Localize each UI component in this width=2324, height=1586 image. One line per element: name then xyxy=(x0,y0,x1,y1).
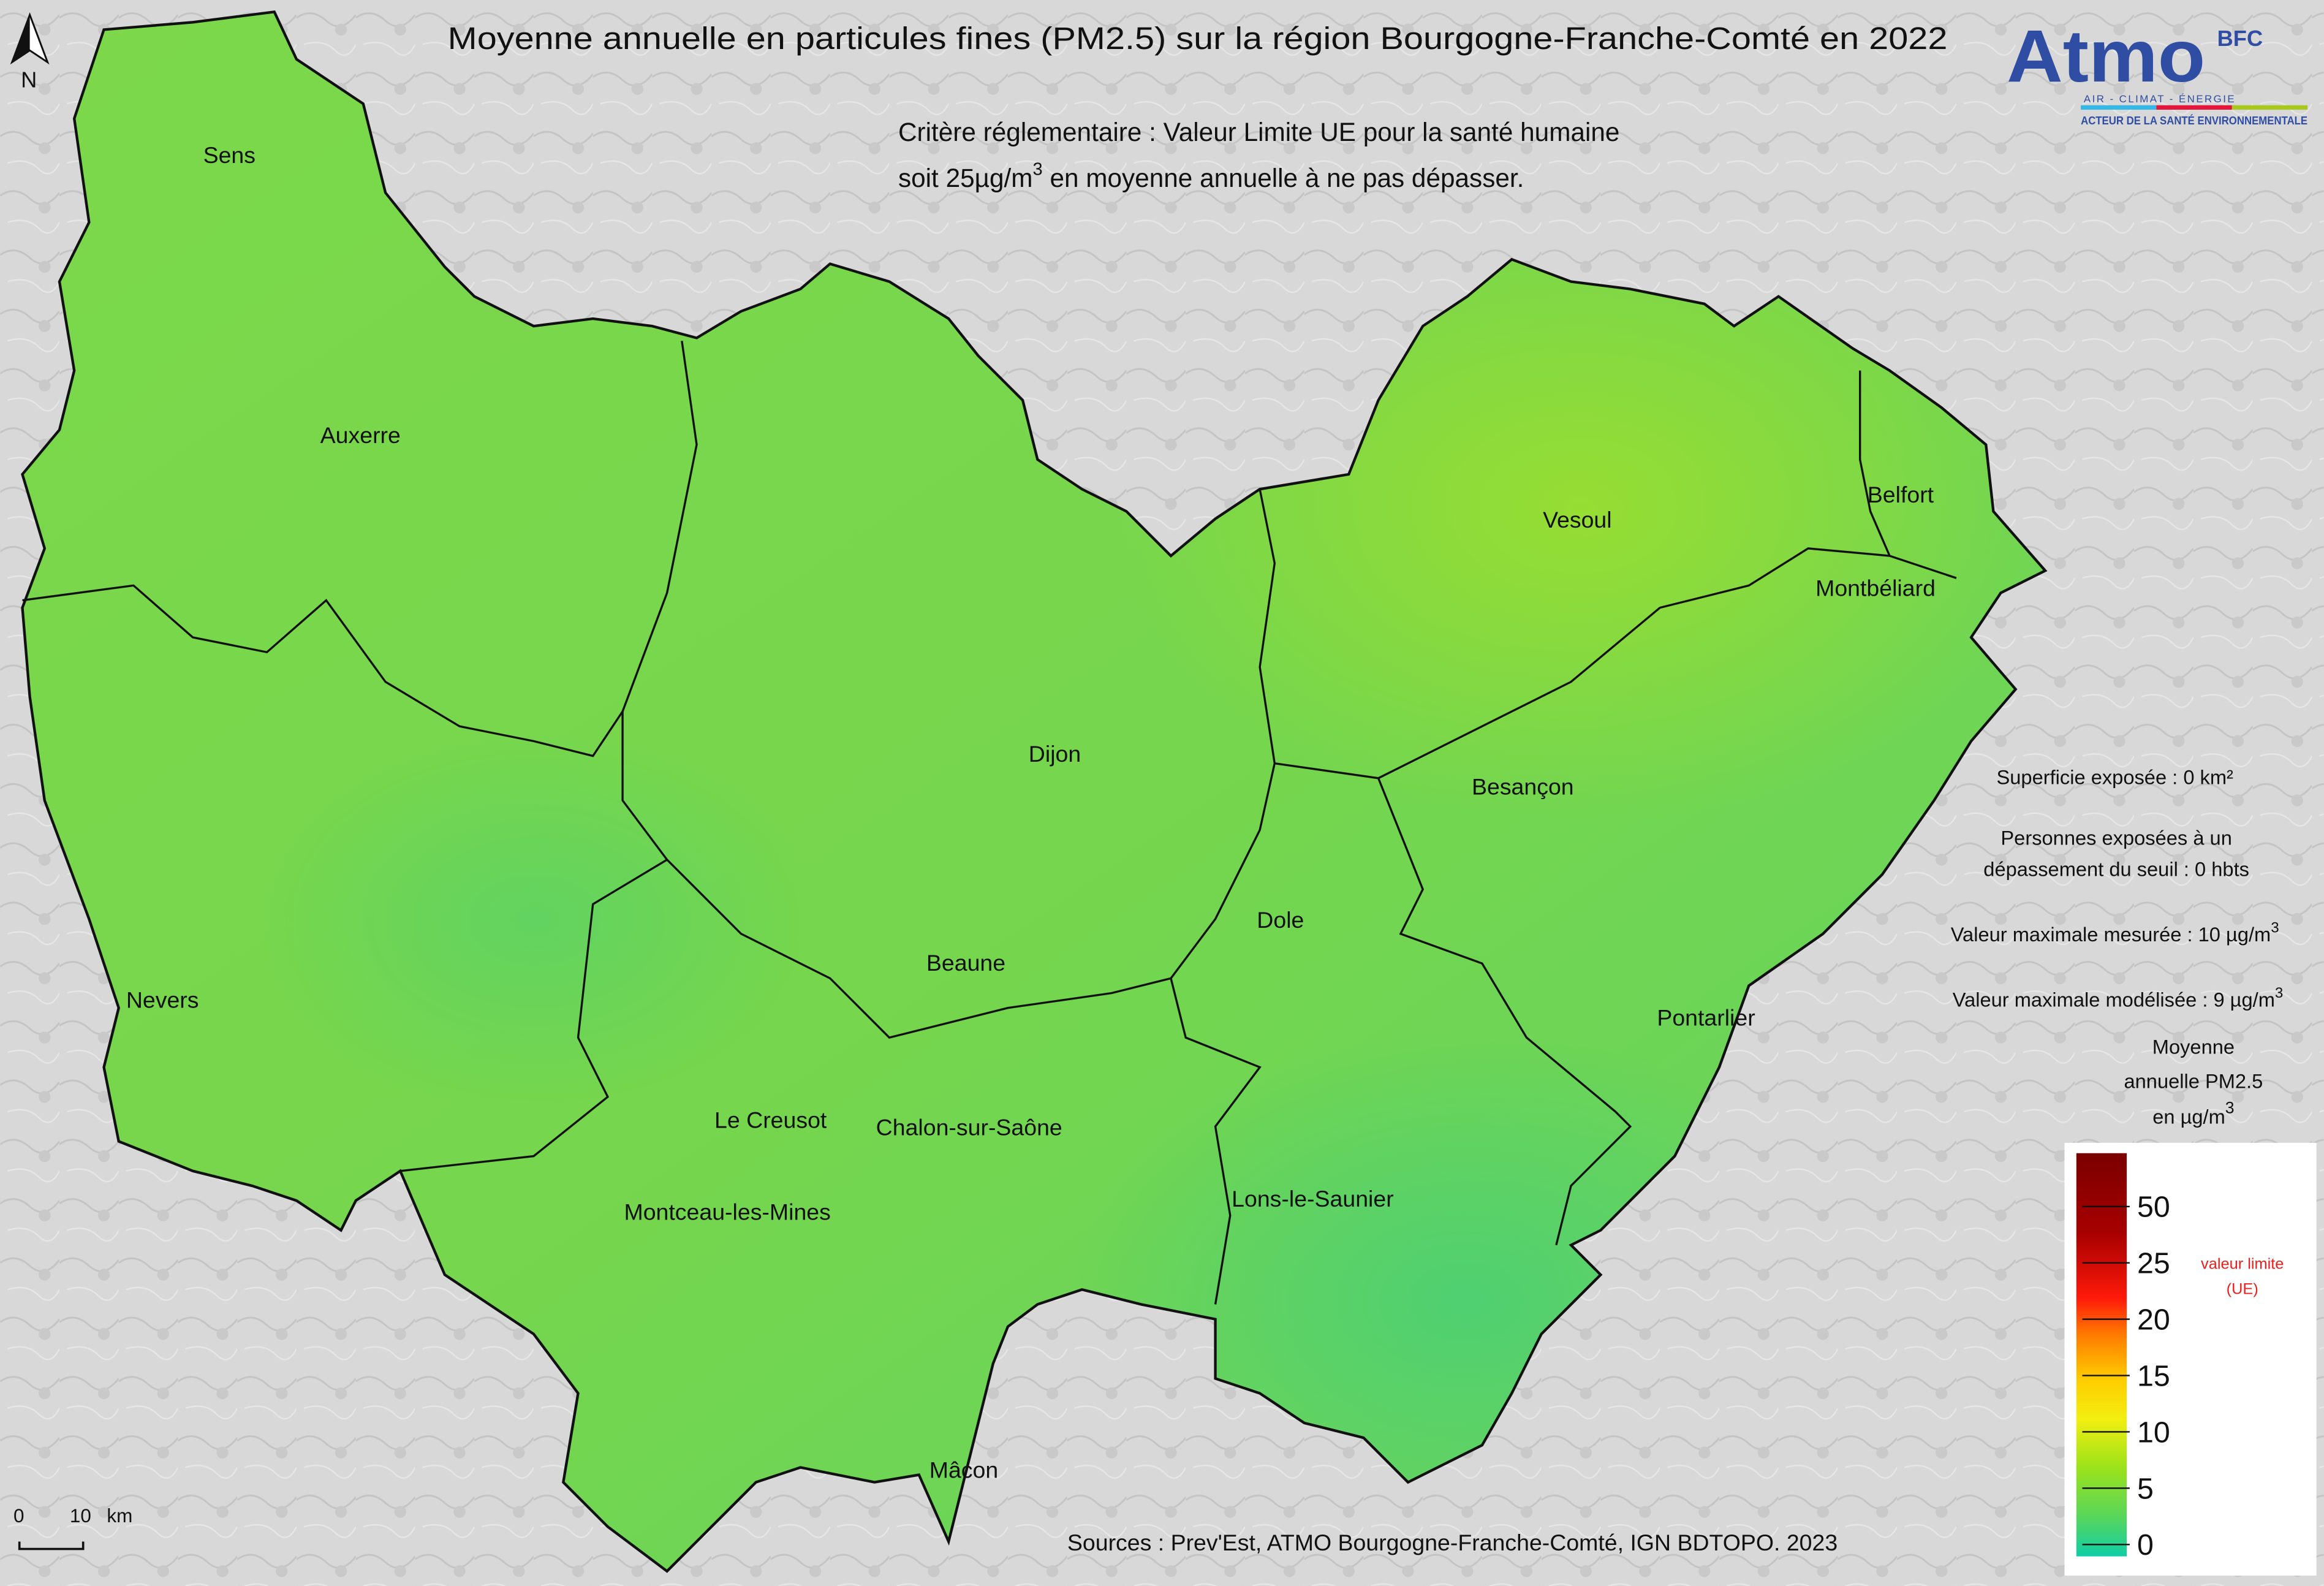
logo-suffix: BFC xyxy=(2217,26,2263,51)
city-label: Mâcon xyxy=(929,1457,998,1482)
city-label: Vesoul xyxy=(1543,507,1611,533)
logo-motto: ACTEUR DE LA SANTÉ ENVIRONNEMENTALE xyxy=(2081,114,2307,127)
city-label: Belfort xyxy=(1868,482,1934,507)
legend-title-3: en µg/m3 xyxy=(2152,1098,2234,1128)
statistics: Superficie exposée : 0 km² Personnes exp… xyxy=(1951,765,2284,1011)
city-label: Sens xyxy=(203,142,255,168)
legend-tick-label: 5 xyxy=(2137,1472,2154,1505)
city-label: Dole xyxy=(1257,907,1304,933)
legend-tick-label: 0 xyxy=(2137,1528,2154,1561)
city-label: Montbéliard xyxy=(1815,575,1936,601)
logo-tagline: AIR - CLIMAT - ÉNERGIE xyxy=(2084,93,2236,105)
city-label: Besançon xyxy=(1472,773,1574,799)
city-label: Montceau-les-Mines xyxy=(624,1199,831,1225)
legend-tick-label: 15 xyxy=(2137,1359,2170,1392)
legend-limit-label-2: (UE) xyxy=(2227,1281,2258,1298)
logo-name: Atmo xyxy=(2007,15,2205,97)
stat-area: Superficie exposée : 0 km² xyxy=(1996,765,2233,788)
city-label: Pontarlier xyxy=(1657,1005,1755,1031)
sources-text: Sources : Prev'Est, ATMO Bourgogne-Franc… xyxy=(1067,1530,1838,1555)
north-arrow: N xyxy=(10,12,50,93)
scale-unit: km xyxy=(107,1505,132,1527)
criteria-line-2: soit 25µg/m3 en moyenne annuelle à ne pa… xyxy=(898,159,1524,192)
atmo-logo: Atmo BFC AIR - CLIMAT - ÉNERGIE ACTEUR D… xyxy=(2007,15,2308,127)
legend-limit-label-1: valeur limite xyxy=(2201,1255,2284,1272)
stat-people-2: dépassement du seuil : 0 hbts xyxy=(1983,857,2249,880)
department-boundaries xyxy=(22,341,1957,1305)
scale-distance: 10 xyxy=(70,1505,91,1527)
legend-tick-label: 50 xyxy=(2137,1191,2170,1224)
legend-title-2: annuelle PM2.5 xyxy=(2124,1069,2263,1092)
legend-tick-label: 20 xyxy=(2137,1303,2170,1337)
stat-people-1: Personnes exposées à un xyxy=(2000,827,2231,849)
scale-bar: 0 10 km xyxy=(13,1505,132,1550)
legend-tick-label: 10 xyxy=(2137,1416,2170,1449)
criteria-line-1: Critère réglementaire : Valeur Limite UE… xyxy=(898,118,1619,146)
legend-tick-label: 25 xyxy=(2137,1247,2170,1280)
city-label: Lons-le-Saunier xyxy=(1232,1186,1394,1212)
city-label: Dijon xyxy=(1029,741,1081,767)
scale-zero: 0 xyxy=(13,1505,24,1527)
legend: Moyenne annuelle PM2.5 en µg/m3 50252015… xyxy=(2064,1036,2317,1576)
map-title: Moyenne annuelle en particules fines (PM… xyxy=(448,21,1948,56)
city-label: Auxerre xyxy=(320,422,401,448)
city-label: Beaune xyxy=(926,950,1005,976)
city-label: Le Creusot xyxy=(714,1107,827,1133)
stat-max-modeled: Valeur maximale modélisée : 9 µg/m3 xyxy=(1953,985,2284,1011)
city-label: Nevers xyxy=(126,987,199,1013)
city-label: Chalon-sur-Saône xyxy=(876,1115,1062,1140)
legend-title-1: Moyenne xyxy=(2152,1036,2235,1058)
north-label: N xyxy=(21,67,37,93)
legend-color-ramp xyxy=(2076,1153,2127,1557)
city-labels: Sens Auxerre Nevers Dijon Beaune Le Creu… xyxy=(126,142,1936,1482)
stat-max-measured: Valeur maximale mesurée : 10 µg/m3 xyxy=(1951,919,2279,946)
